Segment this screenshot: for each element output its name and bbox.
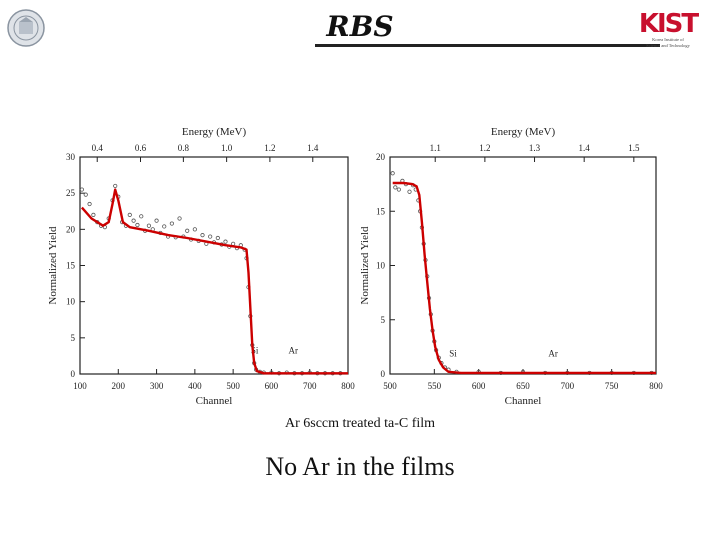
data-point xyxy=(396,187,401,192)
top-tick-label: 0.4 xyxy=(92,143,104,153)
y-axis-title: Normalized Yield xyxy=(47,226,59,305)
x-tick-label: 100 xyxy=(73,381,87,391)
data-point xyxy=(139,214,144,219)
element-annotation: Si xyxy=(449,349,457,359)
x-tick-label: 550 xyxy=(428,381,442,391)
x-tick-label: 700 xyxy=(303,381,317,391)
slide-title: RBS xyxy=(326,10,394,43)
x-tick-label: 750 xyxy=(605,381,619,391)
data-point xyxy=(192,227,197,232)
x-tick-label: 500 xyxy=(383,381,397,391)
data-point xyxy=(223,239,228,244)
kist-logo-subline-2: Science and Technology xyxy=(646,43,691,48)
top-tick-label: 0.6 xyxy=(135,143,147,153)
y-tick-label: 5 xyxy=(71,333,76,343)
chart-right-panel: 500 550 600 650 700 750 800 0 5 10 15 20 1.1 1.2 1.3 1.… xyxy=(359,126,663,407)
top-tick-label: 1.1 xyxy=(430,143,441,153)
data-point xyxy=(390,171,395,176)
x-axis-title: Channel xyxy=(505,395,542,407)
x-tick-label: 400 xyxy=(188,381,202,391)
top-tick-label: 1.3 xyxy=(529,143,541,153)
y-axis-title: Normalized Yield xyxy=(359,226,371,305)
fit-line xyxy=(392,181,656,375)
data-point xyxy=(127,212,132,217)
element-annotation: Si xyxy=(251,346,259,356)
element-annotation: Ar xyxy=(548,349,558,359)
x-tick-label: 600 xyxy=(472,381,486,391)
x-tick-label: 700 xyxy=(561,381,575,391)
y-tick-label: 25 xyxy=(66,188,76,198)
top-tick-label: 1.2 xyxy=(264,143,275,153)
x-tick-label: 800 xyxy=(649,381,663,391)
data-point xyxy=(113,183,118,189)
data-point xyxy=(208,234,213,239)
data-point xyxy=(154,218,159,223)
plot-frame xyxy=(79,156,349,375)
top-tick-label: 1.2 xyxy=(479,143,490,153)
x-tick-label: 300 xyxy=(150,381,164,391)
top-tick-label: 0.8 xyxy=(178,143,190,153)
data-point xyxy=(146,223,152,228)
y-tick-label: 15 xyxy=(376,206,386,216)
top-axis-title: Energy (MeV) xyxy=(491,126,556,138)
y-tick-label: 0 xyxy=(381,369,386,379)
top-tick-label: 1.5 xyxy=(628,143,640,153)
y-tick-label: 20 xyxy=(66,224,76,234)
kist-logo: KIST Korea Institute of Science and Tech… xyxy=(634,6,706,50)
data-point xyxy=(91,212,96,217)
data-point xyxy=(79,187,85,192)
title-rule xyxy=(315,44,660,47)
data-point xyxy=(83,192,88,197)
data-point xyxy=(215,235,220,241)
figure-caption: Ar 6sccm treated ta-C film xyxy=(284,416,436,431)
element-annotation: Ar xyxy=(289,346,299,356)
x-tick-label: 200 xyxy=(112,381,126,391)
data-point xyxy=(177,216,182,221)
fit-line xyxy=(80,188,348,375)
data-point xyxy=(185,228,190,233)
data-point xyxy=(200,233,205,238)
data-point xyxy=(407,189,412,194)
y-tick-label: 10 xyxy=(376,261,386,271)
y-tick-label: 10 xyxy=(66,297,76,307)
university-seal-logo xyxy=(7,9,45,47)
x-tick-label: 800 xyxy=(341,381,355,391)
top-axis-title: Energy (MeV) xyxy=(182,126,247,138)
data-point xyxy=(87,201,92,207)
x-tick-label: 500 xyxy=(226,381,240,391)
plot-frame xyxy=(389,156,657,375)
data-point xyxy=(393,185,398,190)
top-tick-label: 1.4 xyxy=(579,143,591,153)
data-point xyxy=(162,224,167,229)
y-tick-label: 20 xyxy=(376,152,386,162)
x-tick-label: 650 xyxy=(516,381,530,391)
data-point xyxy=(169,221,174,226)
y-tick-label: 0 xyxy=(71,369,76,379)
chart-left-panel: 100 200 300 400 500 600 700 800 0 5 10 15 20 25 30 0.4 0… xyxy=(47,126,355,407)
y-tick-label: 30 xyxy=(66,152,76,162)
data-point xyxy=(135,222,140,228)
y-tick-label: 5 xyxy=(381,315,386,325)
x-axis-title: Channel xyxy=(196,395,233,407)
kist-logo-subline-1: Korea Institute of xyxy=(652,37,684,42)
top-tick-label: 1.0 xyxy=(221,143,233,153)
conclusion-text: No Ar in the films xyxy=(265,452,455,481)
x-tick-label: 600 xyxy=(265,381,279,391)
y-tick-label: 15 xyxy=(66,261,76,271)
data-point xyxy=(131,218,136,223)
top-tick-label: 1.4 xyxy=(307,143,319,153)
kist-logo-text: KIST xyxy=(639,9,700,39)
